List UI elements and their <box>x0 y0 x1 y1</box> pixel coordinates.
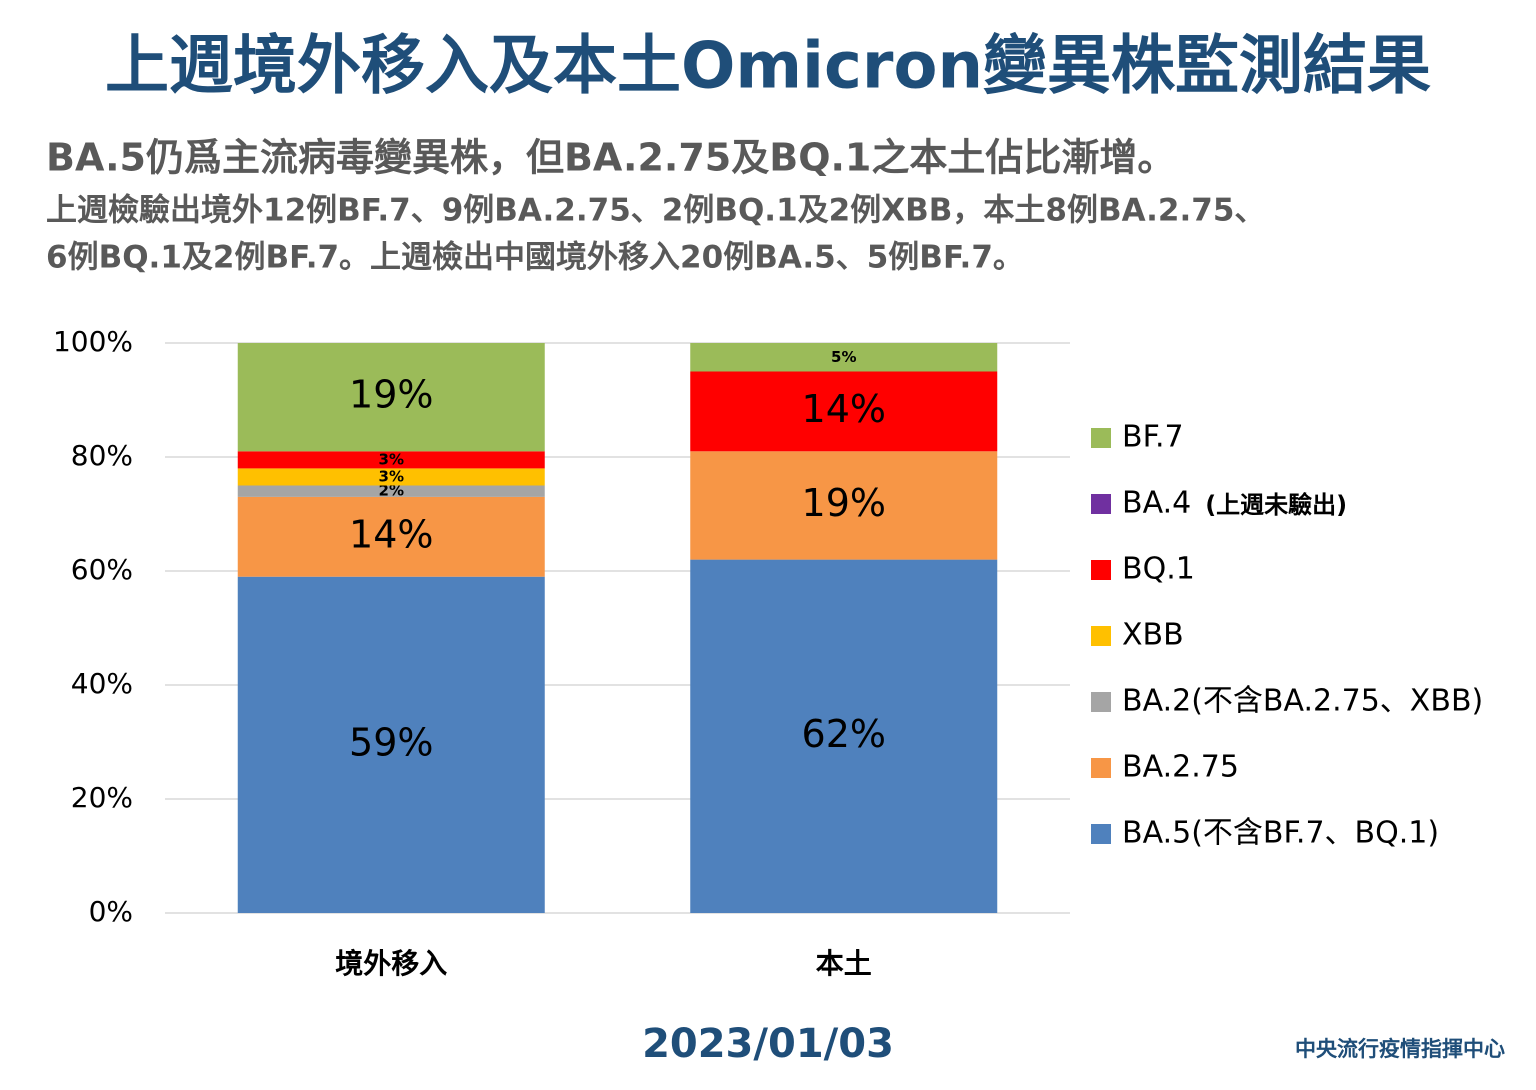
source: 中央流行疫情指揮中心 <box>1295 1037 1505 1061</box>
legend-label: XBB <box>1122 618 1184 653</box>
chart-title: 上週境外移入及本土Omicron變異株監測結果 <box>105 30 1431 104</box>
data-label: 62% <box>802 712 886 756</box>
legend-label: BF.7 <box>1122 420 1184 455</box>
legend-swatch <box>1091 824 1111 844</box>
subtitle: BA.5仍爲主流病毒變異株，但BA.2.75及BQ.1之本土佔比漸增。 <box>46 136 1175 180</box>
bar-segment <box>237 576 545 913</box>
bar-segment <box>237 343 545 452</box>
bar-segment <box>690 451 998 560</box>
legend-swatch <box>1091 626 1111 646</box>
legend-swatch <box>1091 758 1111 778</box>
legend-note: (上週未驗出) <box>1205 491 1347 519</box>
data-label: 3% <box>379 467 404 485</box>
date: 2023/01/03 <box>642 1021 894 1067</box>
legend-swatch <box>1091 560 1111 580</box>
bar-segment <box>690 559 998 913</box>
y-tick-label: 100% <box>53 325 133 358</box>
bar-segment <box>690 371 998 452</box>
y-tick-label: 40% <box>71 667 133 700</box>
data-label: 3% <box>379 450 404 468</box>
legend-label: BA.5(不含BF.7、BQ.1) <box>1122 816 1439 851</box>
bar-segment <box>237 496 545 577</box>
legend-swatch <box>1091 494 1111 514</box>
data-label: 5% <box>831 348 856 366</box>
data-label: 59% <box>349 720 433 764</box>
legend-label: BQ.1 <box>1122 552 1195 587</box>
legend-label: BA.2(不含BA.2.75、XBB) <box>1122 684 1483 719</box>
data-label: 2% <box>379 482 404 500</box>
x-tick-label: 本土 <box>816 947 872 980</box>
bar-segment <box>690 343 998 372</box>
bar-segment <box>237 485 545 497</box>
legend-swatch <box>1091 692 1111 712</box>
y-tick-label: 20% <box>71 781 133 814</box>
bar-segment <box>237 451 545 469</box>
legend-label: BA.2.75 <box>1122 750 1239 785</box>
legend-swatch <box>1091 428 1111 448</box>
x-tick-label: 境外移入 <box>335 947 447 980</box>
data-label: 14% <box>802 387 886 431</box>
description: 上週檢驗出境外12例BF.7、9例BA.2.75、2例BQ.1及2例XBB，本土… <box>46 193 1265 229</box>
data-label: 19% <box>349 373 433 417</box>
legend-label: BA.4 <box>1122 486 1191 521</box>
data-label: 19% <box>802 481 886 525</box>
data-label: 14% <box>349 512 433 556</box>
bar-segment <box>237 468 545 486</box>
description: 6例BQ.1及2例BF.7。上週檢出中國境外移入20例BA.5、5例BF.7。 <box>46 240 1024 276</box>
y-tick-label: 80% <box>71 439 133 472</box>
y-tick-label: 0% <box>89 895 133 928</box>
y-tick-label: 60% <box>71 553 133 586</box>
